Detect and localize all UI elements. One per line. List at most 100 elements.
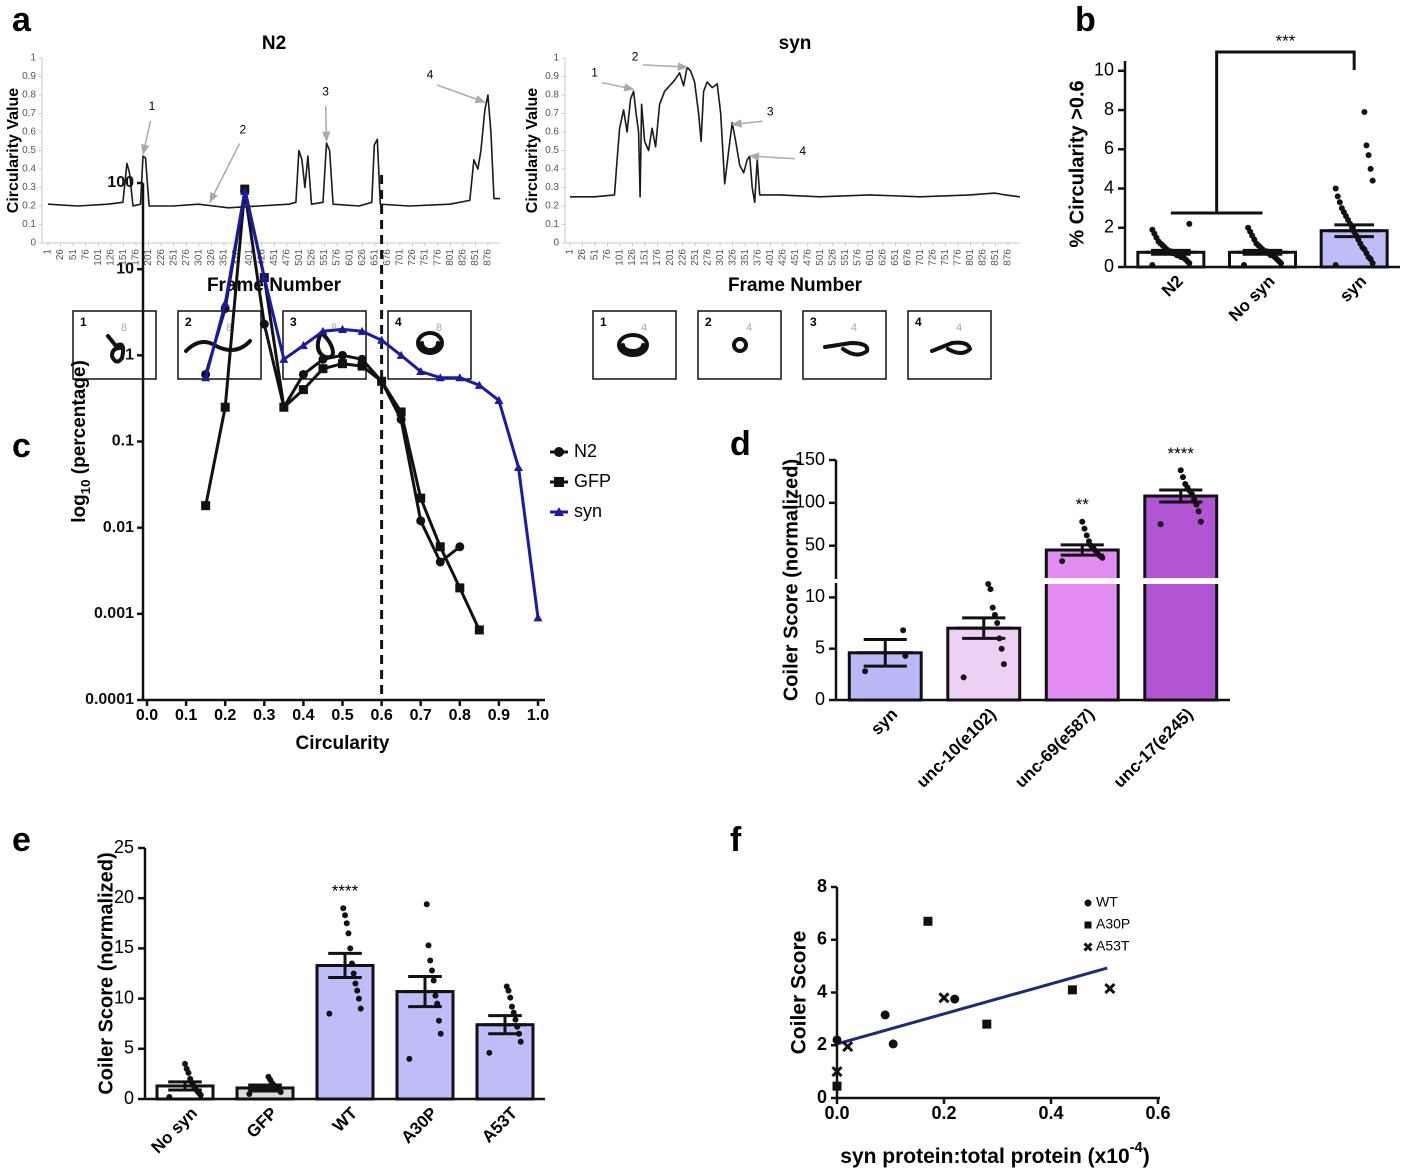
x-tick-label: 626 (877, 249, 888, 266)
point (279, 354, 289, 363)
data-point (182, 1060, 188, 1067)
x-tick-label: 551 (840, 249, 851, 266)
data-point (246, 1090, 253, 1097)
x-tick-label: 0.4 (1038, 1103, 1063, 1123)
x-tick-label: 601 (865, 249, 876, 266)
annotation-label: 1 (591, 65, 598, 79)
y-tick-label: 0.001 (94, 605, 134, 622)
data-point (902, 652, 909, 659)
thumbnail-tag: 8 (226, 322, 232, 334)
data-point (1000, 661, 1007, 668)
y-tick-label: 0 (553, 238, 559, 249)
thumbnail-tag: 4 (956, 322, 962, 334)
x-tick-label: 0.9 (488, 707, 510, 724)
y-tick-label: 0.3 (22, 182, 36, 193)
x-tick-label: 226 (156, 249, 167, 266)
annotation-label: 3 (322, 84, 329, 98)
x-tick-label: 701 (395, 249, 406, 266)
data-point (1369, 177, 1376, 184)
data-point (350, 970, 357, 977)
worm (106, 334, 126, 364)
x-tick-label: 176 (131, 249, 142, 266)
significance-bracket (1170, 50, 1356, 215)
data-point (512, 1016, 519, 1023)
data-point (345, 930, 352, 937)
thumbnail-label: 4 (915, 315, 922, 329)
worm (416, 331, 445, 355)
x-tick-label: 0.0 (136, 707, 158, 724)
point (923, 916, 933, 926)
data-point (1245, 224, 1252, 231)
point (240, 186, 250, 195)
x-tick-label: 801 (965, 249, 976, 266)
point (279, 402, 289, 412)
series-line (47, 94, 500, 209)
point (220, 402, 230, 412)
y-tick-label: 0.4 (22, 164, 36, 175)
annotation-arrow (731, 119, 763, 128)
chart-title: N2 (262, 33, 286, 54)
point (298, 369, 308, 379)
x-axis-label: syn protein:total protein (x10-4) (840, 1140, 1149, 1168)
panel-label: b (1075, 1, 1096, 39)
chart-title: syn (779, 33, 812, 54)
point (1104, 982, 1116, 995)
x-tick-label: 551 (319, 249, 330, 266)
point (318, 364, 328, 374)
point (318, 354, 328, 364)
x-tick-label: GFP (243, 1104, 281, 1142)
thumbnail-tag: 4 (851, 322, 857, 334)
y-tick-label: 150 (795, 449, 825, 469)
annotation-arrow (436, 84, 486, 103)
y-tick-label: 5 (815, 637, 825, 657)
point (298, 385, 308, 395)
x-tick-label: 201 (143, 249, 154, 266)
thumbnail-tag: 8 (436, 322, 442, 334)
panel-label: d (730, 425, 751, 463)
point (338, 350, 347, 360)
data-point (1241, 262, 1248, 269)
annotation-arrow (642, 62, 689, 71)
y-tick-label: 0.0001 (85, 691, 134, 708)
label-part: log (69, 494, 90, 523)
panel-label: e (12, 821, 31, 859)
legend-label: syn (574, 501, 602, 521)
y-tick-label: 0 (124, 1088, 134, 1108)
data-point (187, 1075, 194, 1082)
point (474, 625, 484, 635)
label-part: -4 (1130, 1140, 1144, 1156)
significance-label: **** (1168, 444, 1195, 463)
data-point (406, 1055, 413, 1062)
point (455, 583, 465, 593)
point (357, 326, 367, 335)
data-point (1195, 508, 1202, 515)
thumbnail-label: 1 (600, 315, 607, 329)
annotation-arrow (601, 81, 635, 92)
x-tick-label: 626 (357, 249, 368, 266)
x-tick-label: 326 (206, 249, 217, 266)
annotation-arrow (209, 143, 241, 204)
panel-label: f (730, 821, 742, 859)
legend-label: GFP (574, 471, 611, 491)
point (416, 493, 426, 503)
legend-label: N2 (574, 441, 597, 461)
y-axis-label: Coiler Score (788, 931, 811, 1055)
data-point (354, 987, 361, 994)
data-point (352, 980, 359, 987)
y-tick-label: 100 (795, 492, 825, 512)
x-tick-label: 301 (715, 249, 726, 266)
point (435, 373, 445, 382)
legend-label: A53T (1096, 938, 1130, 954)
legend-label: A30P (1096, 916, 1130, 932)
x-tick-label: No syn (147, 1104, 201, 1158)
data-point (987, 586, 994, 593)
x-tick-label: 176 (652, 249, 663, 266)
y-tick-label: 4 (817, 981, 827, 1001)
data-point (183, 1065, 190, 1072)
y-tick-label: 0.5 (545, 145, 559, 156)
x-tick-label: 351 (740, 249, 751, 266)
worm (315, 331, 335, 360)
